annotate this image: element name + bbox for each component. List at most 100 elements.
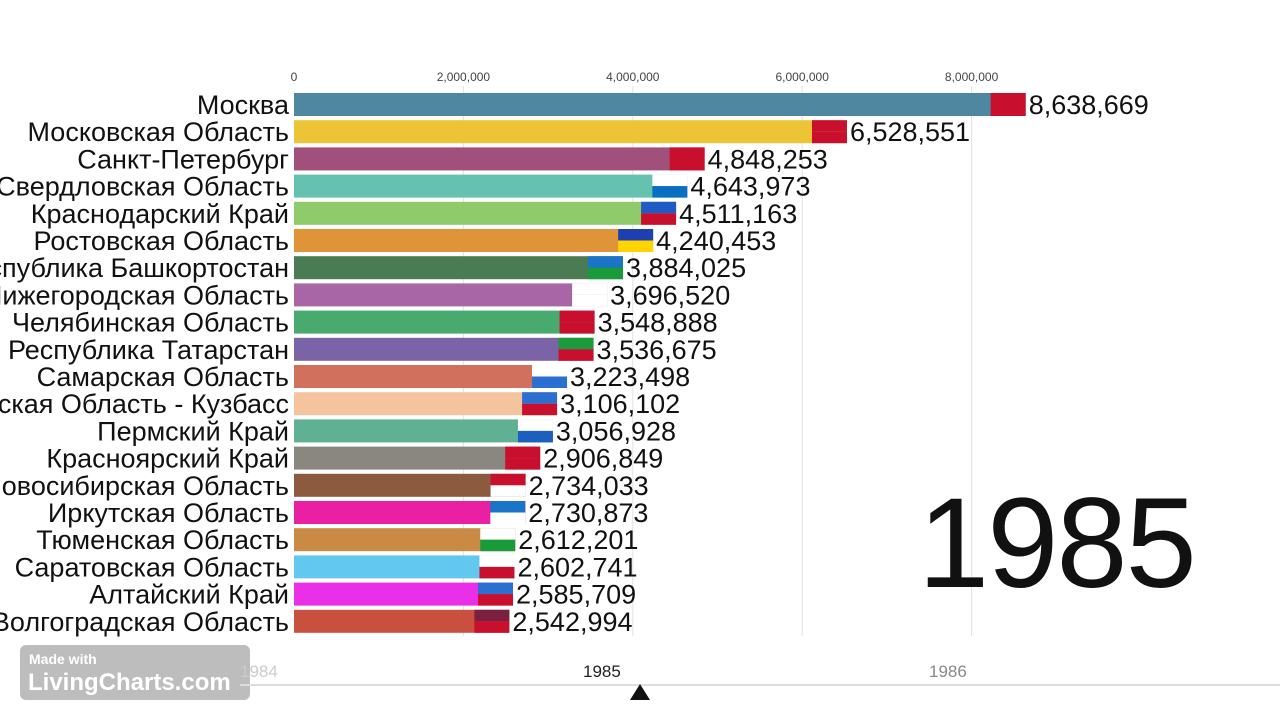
timeline-label-1984[interactable]: 1984 [240, 662, 278, 681]
flag-icon [532, 376, 568, 388]
flag-icon [572, 294, 608, 307]
flag-icon [480, 539, 516, 552]
bar [294, 555, 515, 579]
current-year-label: 1985 [918, 472, 1197, 615]
flag-icon [479, 555, 515, 567]
bar [294, 419, 553, 443]
flag-icon [652, 186, 688, 198]
value-label: 4,848,253 [708, 144, 828, 174]
bar [294, 365, 568, 388]
flag-icon [522, 403, 558, 416]
value-label: 4,511,163 [679, 199, 797, 229]
flag-icon [572, 283, 608, 295]
timeline-playhead-marker[interactable] [630, 684, 650, 700]
bar [294, 201, 677, 225]
value-label: 2,730,873 [528, 498, 648, 528]
value-label: 3,696,520 [610, 280, 730, 310]
flag-icon [532, 365, 568, 377]
category-label: Республика Башкортостан [0, 253, 289, 283]
value-label: 2,542,994 [512, 607, 632, 637]
flag-icon [479, 566, 515, 579]
watermark-line1: Made with [29, 651, 97, 667]
bar [294, 609, 510, 633]
value-label: 2,612,201 [518, 525, 638, 555]
category-label: Ростовская Область [34, 226, 289, 256]
flag-icon [490, 485, 526, 497]
flag-icon [669, 158, 705, 171]
category-label: Краснодарский Край [31, 199, 289, 229]
flag-icon [587, 267, 623, 280]
value-label: 4,643,973 [690, 172, 810, 202]
flag-icon [559, 310, 595, 323]
value-label: 2,734,033 [529, 471, 649, 501]
bar [294, 392, 558, 416]
value-label: 3,056,928 [556, 416, 676, 446]
value-label: 3,223,498 [570, 362, 690, 392]
flag-icon [811, 131, 847, 144]
flag-icon [990, 104, 1026, 116]
bar [294, 528, 516, 552]
value-label: 2,585,709 [516, 580, 636, 610]
category-label: Волгоградская Область [0, 607, 289, 637]
bar [294, 501, 526, 524]
flag-icon [505, 446, 541, 459]
bar [294, 229, 654, 252]
category-label: Санкт-Петербург [77, 144, 289, 174]
flag-icon [641, 213, 677, 225]
timeline-label-1985[interactable]: 1985 [583, 662, 621, 681]
flag-icon [474, 621, 510, 633]
value-label: 2,602,741 [517, 552, 637, 582]
category-label: Тюменская Область [36, 525, 289, 555]
timeline-track[interactable] [240, 684, 1280, 686]
value-label: 3,884,025 [626, 253, 746, 283]
x-tick-label: 6,000,000 [776, 70, 830, 84]
value-label: 2,906,849 [543, 444, 663, 474]
value-label: 6,528,551 [850, 117, 970, 147]
flag-icon [811, 120, 847, 132]
flag-icon [522, 392, 558, 404]
value-label: 4,240,453 [656, 226, 776, 256]
flag-icon [480, 528, 516, 540]
bar [294, 93, 1026, 116]
flag-icon [474, 609, 510, 622]
flag-icon [478, 582, 514, 595]
category-label: Пермский Край [97, 416, 289, 446]
category-label: Москва [197, 90, 290, 120]
bar [294, 446, 541, 470]
timeline-label-1986[interactable]: 1986 [929, 662, 967, 681]
value-label: 8,638,669 [1029, 90, 1149, 120]
category-label: Кемеровская Область - Кузбасс [0, 389, 289, 419]
category-label: Свердловская Область [0, 172, 289, 202]
bar [294, 174, 688, 198]
category-label: Челябинская Область [12, 308, 289, 338]
value-label: 3,106,102 [560, 389, 680, 419]
bar [294, 120, 847, 144]
category-label: Иркутская Область [48, 498, 289, 528]
bar [294, 310, 595, 334]
bar [294, 473, 526, 497]
category-label: Московская Область [28, 117, 289, 147]
bar [294, 337, 594, 361]
flag-icon [490, 473, 526, 486]
bar [294, 582, 514, 606]
flag-icon [587, 256, 623, 268]
category-label: Красноярский Край [46, 444, 289, 474]
category-label: Нижегородская Область [0, 280, 289, 310]
flag-icon [990, 93, 1026, 105]
category-label: Республика Татарстан [8, 335, 289, 365]
flag-icon [490, 501, 526, 513]
flag-icon [559, 322, 595, 334]
livingcharts-watermark[interactable]: Made with LivingCharts.com [20, 645, 250, 700]
category-label: Саратовская Область [15, 552, 289, 582]
flag-icon [558, 349, 594, 361]
flag-icon [517, 430, 553, 443]
bar [294, 283, 608, 307]
flag-icon [517, 419, 553, 431]
flag-icon [641, 201, 677, 214]
flag-icon [618, 229, 654, 241]
flag-icon [505, 458, 541, 470]
bar [294, 256, 623, 280]
flag-icon [652, 174, 688, 187]
category-label: Самарская Область [37, 362, 289, 392]
